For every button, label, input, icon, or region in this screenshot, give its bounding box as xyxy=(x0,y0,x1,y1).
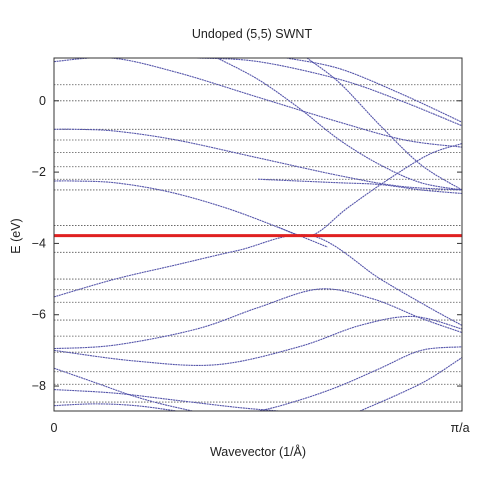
grid-lines xyxy=(54,84,462,403)
y-axis-label: E (eV) xyxy=(9,218,23,253)
band-curve-8 xyxy=(278,143,462,237)
plot-frame xyxy=(53,57,463,412)
band-curve-3 xyxy=(286,58,462,123)
band-curve-10 xyxy=(54,288,462,350)
band-curve-5 xyxy=(216,58,462,191)
band-curve-1 xyxy=(54,58,462,148)
band-curve-12 xyxy=(54,346,462,411)
y-tick-label: −8 xyxy=(32,379,46,393)
x-axis-label: Wavevector (1/Å) xyxy=(210,444,306,459)
x-tick-label: 0 xyxy=(51,421,58,435)
chart-title: Undoped (5,5) SWNT xyxy=(192,27,313,41)
y-tick-label: 0 xyxy=(39,94,46,108)
band-curve-15 xyxy=(54,403,181,411)
band-curve-14 xyxy=(359,357,462,411)
band-curve-9 xyxy=(54,234,462,326)
band-curve-2 xyxy=(196,58,462,127)
y-tick-label: −2 xyxy=(32,165,46,179)
y-tick-label: −6 xyxy=(32,308,46,322)
band-curve-7 xyxy=(54,180,328,248)
band-curve-16 xyxy=(257,178,462,195)
band-curve-13 xyxy=(54,389,279,411)
band-curve-11 xyxy=(54,315,462,366)
band-curve-4 xyxy=(306,58,462,191)
band-curve-6 xyxy=(54,128,462,191)
axis-ticks: 0 −2 −4 −6 −8 0 π/a xyxy=(32,94,470,435)
y-tick-label: −4 xyxy=(32,236,46,250)
x-tick-label: π/a xyxy=(450,421,469,435)
